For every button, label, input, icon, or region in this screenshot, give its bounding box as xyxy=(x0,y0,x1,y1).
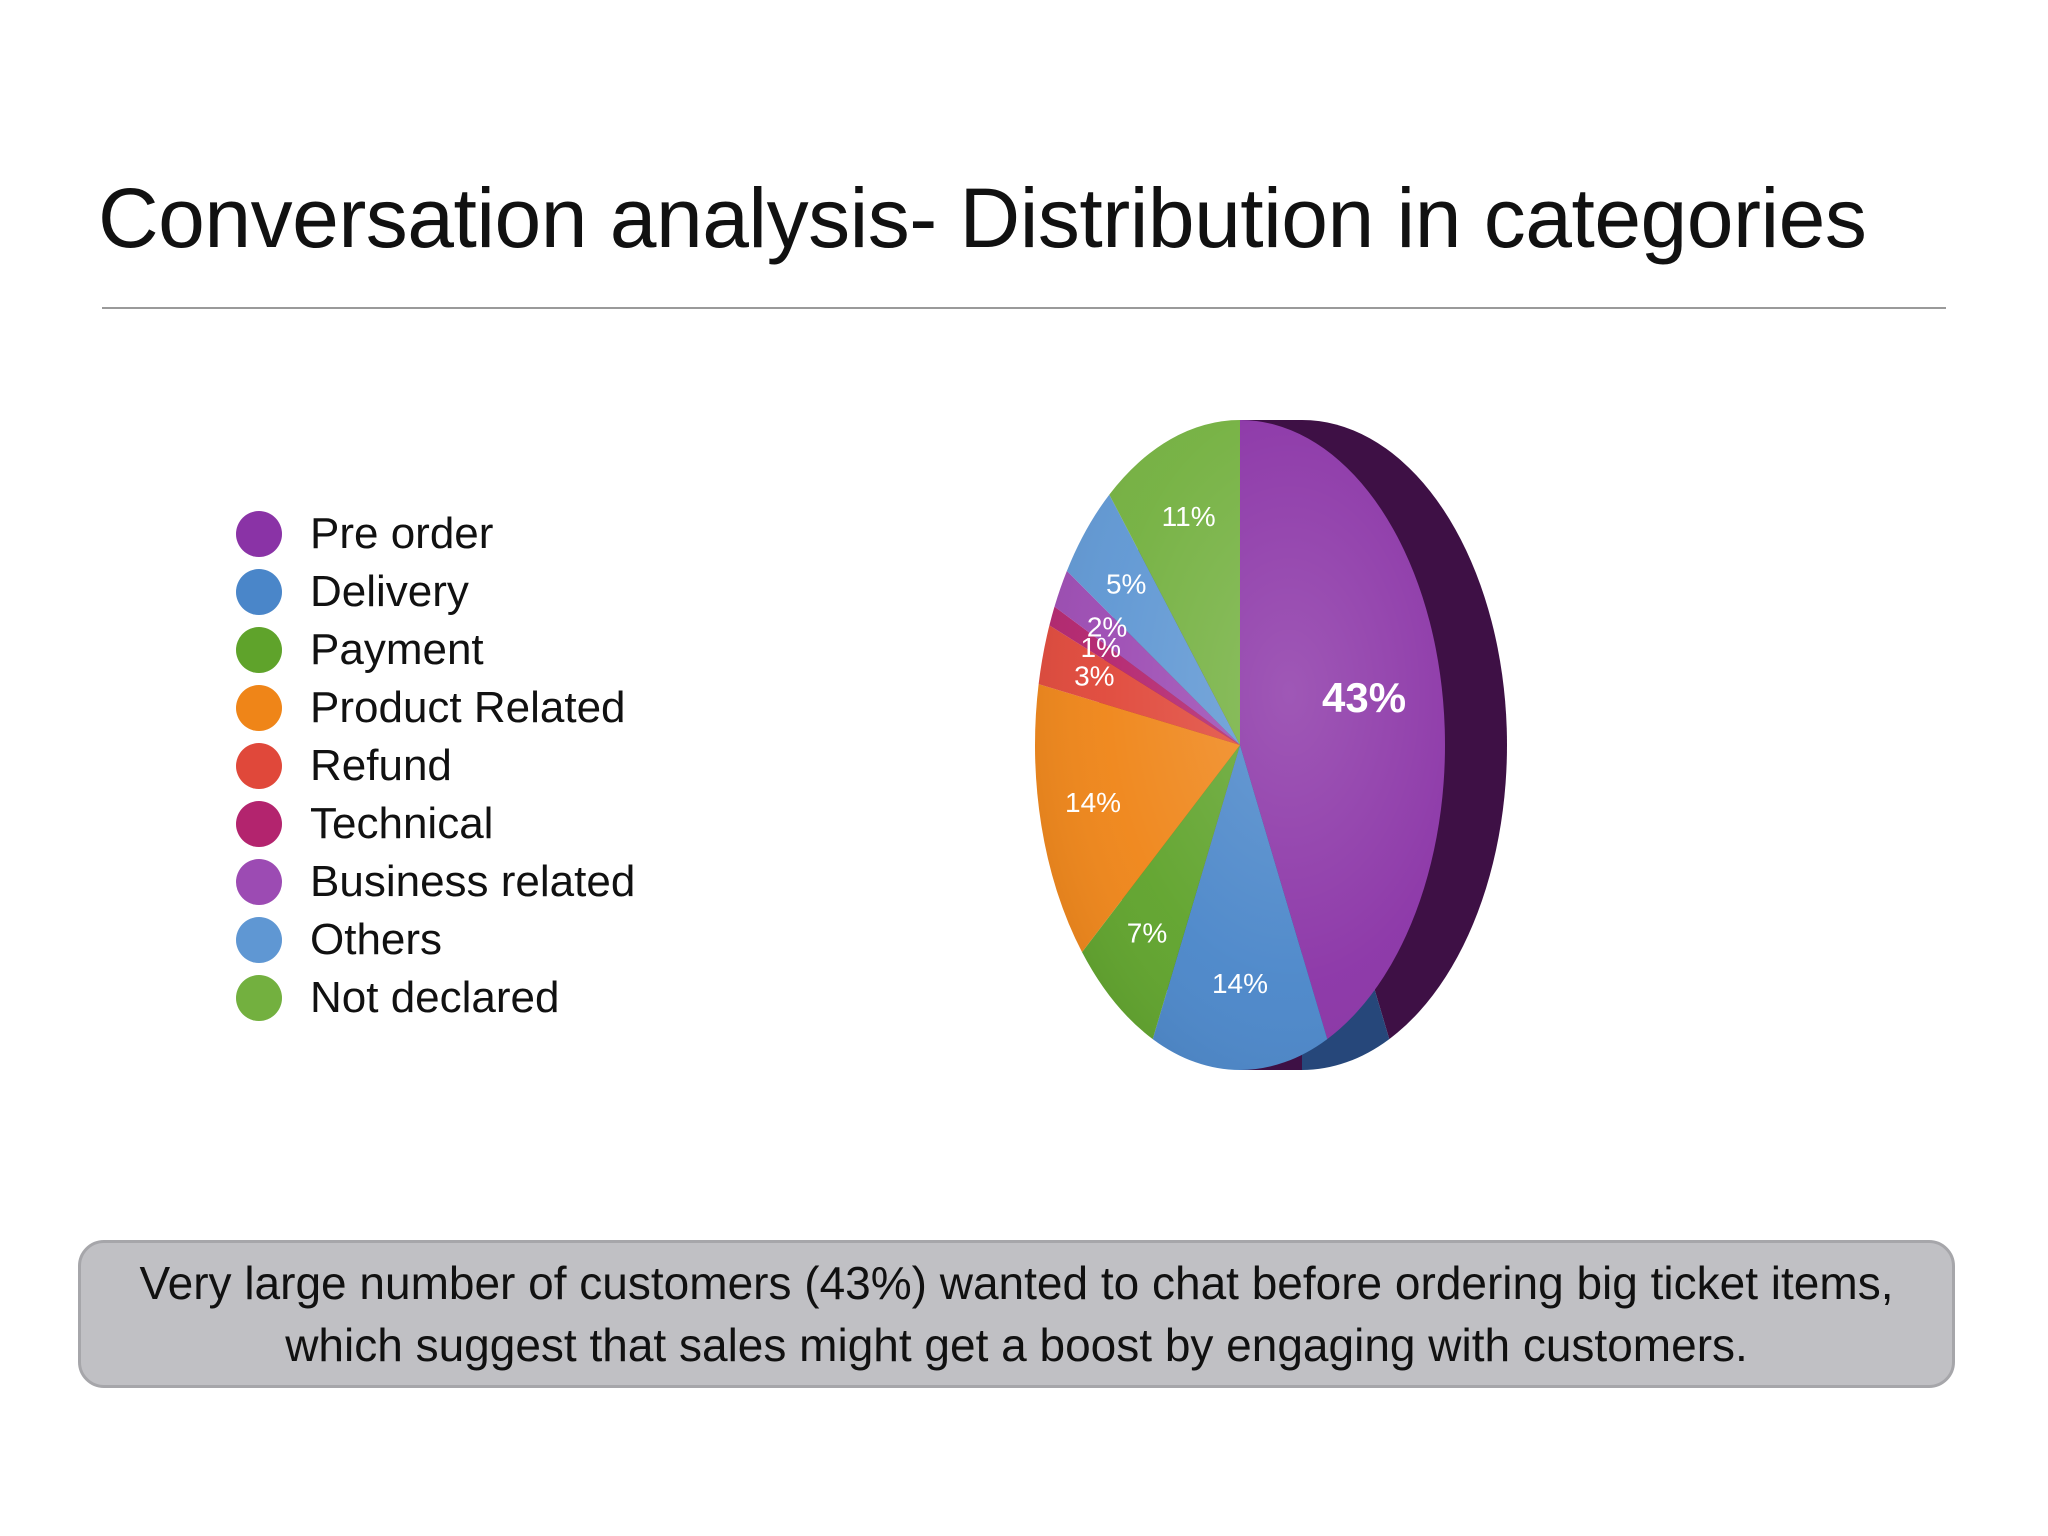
legend-swatch xyxy=(236,975,282,1021)
legend-swatch xyxy=(236,627,282,673)
legend-item: Delivery xyxy=(236,563,635,621)
legend-label: Not declared xyxy=(310,973,560,1022)
pie-data-label: 43% xyxy=(1322,674,1406,721)
legend-item: Business related xyxy=(236,853,635,911)
legend-label: Technical xyxy=(310,799,494,848)
legend-swatch xyxy=(236,917,282,963)
legend-item: Pre order xyxy=(236,505,635,563)
legend-swatch xyxy=(236,511,282,557)
callout-text: Very large number of customers (43%) wan… xyxy=(139,1257,1894,1371)
insight-callout: Very large number of customers (43%) wan… xyxy=(78,1240,1955,1388)
pie-chart: 43% 14% 7% 14% 3%1%2% 5% 11% xyxy=(1035,420,1508,1071)
legend-item: Not declared xyxy=(236,969,635,1027)
pie-data-label: 14% xyxy=(1212,968,1268,999)
pie-data-label: 5% xyxy=(1106,568,1146,599)
legend-item: Product Related xyxy=(236,679,635,737)
legend-swatch xyxy=(236,801,282,847)
legend-swatch xyxy=(236,743,282,789)
legend-label: Delivery xyxy=(310,567,469,616)
chart-legend: Pre order Delivery Payment Product Related R… xyxy=(236,505,635,1027)
pie-data-label: 7% xyxy=(1127,917,1167,948)
legend-swatch xyxy=(236,685,282,731)
legend-item: Payment xyxy=(236,621,635,679)
pie-data-label: 2% xyxy=(1087,612,1127,643)
pie-data-label: 11% xyxy=(1162,501,1216,532)
legend-label: Refund xyxy=(310,741,452,790)
legend-label: Payment xyxy=(310,625,484,674)
legend-swatch xyxy=(236,569,282,615)
legend-label: Product Related xyxy=(310,683,626,732)
legend-item: Technical xyxy=(236,795,635,853)
legend-item: Refund xyxy=(236,737,635,795)
legend-item: Others xyxy=(236,911,635,969)
legend-label: Pre order xyxy=(310,509,494,558)
legend-label: Others xyxy=(310,915,443,964)
slide-title: Conversation analysis- Distribution in c… xyxy=(98,171,1867,265)
pie-sheen xyxy=(1035,420,1445,1070)
pie-data-label: 1% xyxy=(1081,632,1121,663)
pie-data-label: 14% xyxy=(1065,787,1121,818)
legend-swatch xyxy=(236,859,282,905)
pie-data-label: 3% xyxy=(1074,660,1114,691)
title-divider xyxy=(102,307,1946,309)
legend-label: Business related xyxy=(310,857,636,906)
